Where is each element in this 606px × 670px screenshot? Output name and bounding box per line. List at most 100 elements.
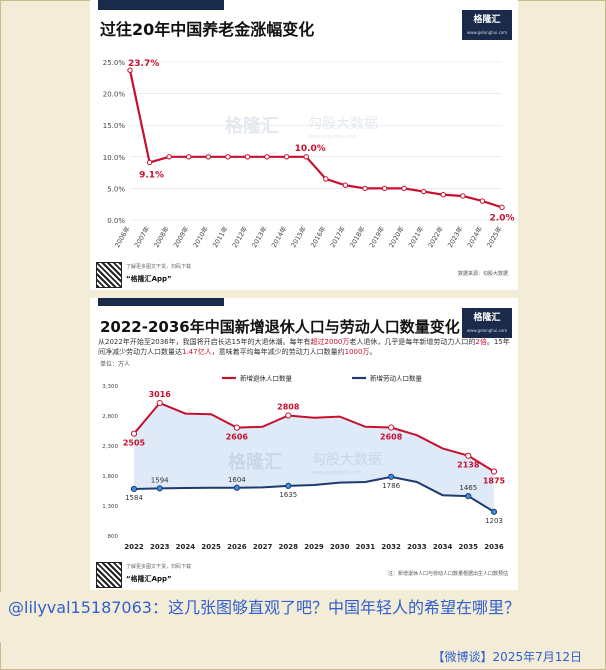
x-tick-label: 2025 xyxy=(201,543,221,551)
data-point xyxy=(499,204,505,211)
data-label: 2138 xyxy=(457,461,480,470)
data-point xyxy=(233,484,240,491)
desc-highlight: 2倍 xyxy=(475,338,487,346)
watermark-text: 勾股大数据 xyxy=(312,452,382,468)
x-tick-label: 2028 xyxy=(279,543,299,551)
y-tick-label: 0.0% xyxy=(107,217,125,225)
footer-app-name: “格隆汇App” xyxy=(126,575,172,583)
y-tick-label: 10.0% xyxy=(103,154,126,162)
data-label: 1875 xyxy=(483,477,506,486)
data-point xyxy=(401,185,407,192)
data-label: 2505 xyxy=(123,439,146,448)
data-point xyxy=(303,154,309,160)
data-point xyxy=(490,468,498,475)
data-point xyxy=(225,154,231,160)
x-tick-label: 2034 xyxy=(433,543,453,551)
desc-text: 老人退休，几乎是每年新增劳动力人口的 xyxy=(349,338,476,346)
x-tick-label: 2011年 xyxy=(210,224,230,249)
x-tick-label: 2031 xyxy=(356,543,376,551)
data-point xyxy=(460,193,466,199)
data-point xyxy=(264,154,270,160)
desc-text: 。15年间净减少劳动力人口数量达 xyxy=(98,338,510,356)
qr-code-icon[interactable] xyxy=(96,262,122,288)
x-tick-label: 2024 xyxy=(176,543,196,551)
data-label: 2606 xyxy=(226,433,249,442)
watermark-logo: 格隆汇 xyxy=(225,115,279,137)
data-label: 1604 xyxy=(228,476,246,484)
x-tick-label: 2024年 xyxy=(465,224,485,249)
x-tick-label: 2022年 xyxy=(426,224,446,249)
data-point xyxy=(420,188,427,195)
x-tick-label: 2006年 xyxy=(112,224,132,249)
data-point xyxy=(362,185,368,192)
logo-text: 格隆汇 xyxy=(473,313,501,323)
qr-code-icon[interactable] xyxy=(96,562,122,588)
data-label: 1635 xyxy=(279,491,297,499)
watermark-text: 勾股大数据 xyxy=(308,116,378,132)
comment-text[interactable]: @lilyval15187063：这几张图够直观了吧？中国年轻人的希望在哪里？ xyxy=(8,598,520,617)
x-tick-label: 2014年 xyxy=(269,224,289,249)
x-tick-label: 2027 xyxy=(253,543,273,551)
data-label: 1203 xyxy=(485,517,503,525)
x-tick-label: 2033 xyxy=(407,543,427,551)
logo-text: 格隆汇 xyxy=(473,15,501,25)
watermark-url: www.gogudata.com xyxy=(312,470,362,476)
chart1-footer: 了解更多图文干货，扫码下载 “格隆汇App” 数据来源：勾股大数据 xyxy=(96,262,512,288)
x-tick-label: 2025年 xyxy=(484,224,504,249)
header-accent-bar xyxy=(98,298,224,306)
chart2-source: 注：新增退休人口与劳动人口数量根据出生人口数预估 xyxy=(387,571,508,577)
footer-download-text: 了解更多图文干货，扫码下载 xyxy=(126,564,192,570)
legend-label: 新增劳动人口数量 xyxy=(370,374,423,383)
x-tick-label: 2035 xyxy=(459,543,479,551)
pension-chart-panel: 过往20年中国养老金涨幅变化 格隆汇 www.gelonghui.com 格隆汇勾… xyxy=(90,0,518,290)
x-tick-label: 2022 xyxy=(124,543,144,551)
data-label: 1594 xyxy=(151,476,169,484)
gap-area xyxy=(134,403,494,512)
chart1-source: 数据来源：勾股大数据 xyxy=(457,271,508,277)
data-point xyxy=(156,485,163,492)
data-label: 1584 xyxy=(125,494,143,502)
data-point xyxy=(388,424,395,431)
data-label: 23.7% xyxy=(128,59,159,69)
x-tick-label: 2007年 xyxy=(132,224,152,249)
x-tick-label: 2017年 xyxy=(328,224,348,249)
data-label: 2608 xyxy=(380,433,403,442)
legend-label: 新增退休人口数量 xyxy=(240,374,293,383)
data-label: 1786 xyxy=(382,482,400,490)
x-tick-label: 2013年 xyxy=(249,224,269,249)
desc-text: ，意味着平均每年减少的劳动力人口数量约 xyxy=(211,347,345,356)
data-label: 1465 xyxy=(459,484,477,492)
y-tick-label: 25.0% xyxy=(103,59,126,67)
data-point xyxy=(156,399,163,407)
x-tick-label: 2029 xyxy=(304,543,324,551)
desc-highlight: 1.47亿人 xyxy=(182,347,212,356)
series-line xyxy=(133,475,495,513)
x-tick-label: 2012年 xyxy=(230,224,250,249)
data-point xyxy=(283,154,290,160)
series-line xyxy=(128,69,503,209)
logo-url: www.gelonghui.com xyxy=(466,30,508,35)
y-tick-label: 20.0% xyxy=(103,91,126,99)
footer-app-name: “格隆汇App” xyxy=(126,275,172,283)
x-tick-label: 2030 xyxy=(330,543,350,551)
series-line xyxy=(133,401,495,473)
data-point xyxy=(130,430,138,437)
gelonghui-logo: 格隆汇 www.gelonghui.com xyxy=(462,308,512,338)
data-point xyxy=(342,182,349,188)
unit-label: 单位：万人 xyxy=(100,360,130,368)
chart2-title: 2022-2036年中国新增退休人口与劳动人口数量变化 xyxy=(100,318,460,336)
watermark-logo: 格隆汇 xyxy=(228,451,282,473)
data-label: 2.0% xyxy=(490,213,515,223)
x-tick-label: 2016年 xyxy=(308,224,328,249)
x-tick-label: 2023年 xyxy=(445,224,465,249)
data-point xyxy=(244,154,251,160)
data-point xyxy=(205,154,212,160)
data-point xyxy=(479,198,486,204)
data-point xyxy=(465,452,472,459)
gelonghui-logo: 格隆汇 www.gelonghui.com xyxy=(462,10,512,40)
data-label: 2808 xyxy=(277,403,300,412)
y-tick-label: 800 xyxy=(108,534,119,540)
data-point xyxy=(388,473,395,480)
data-point xyxy=(233,424,240,431)
